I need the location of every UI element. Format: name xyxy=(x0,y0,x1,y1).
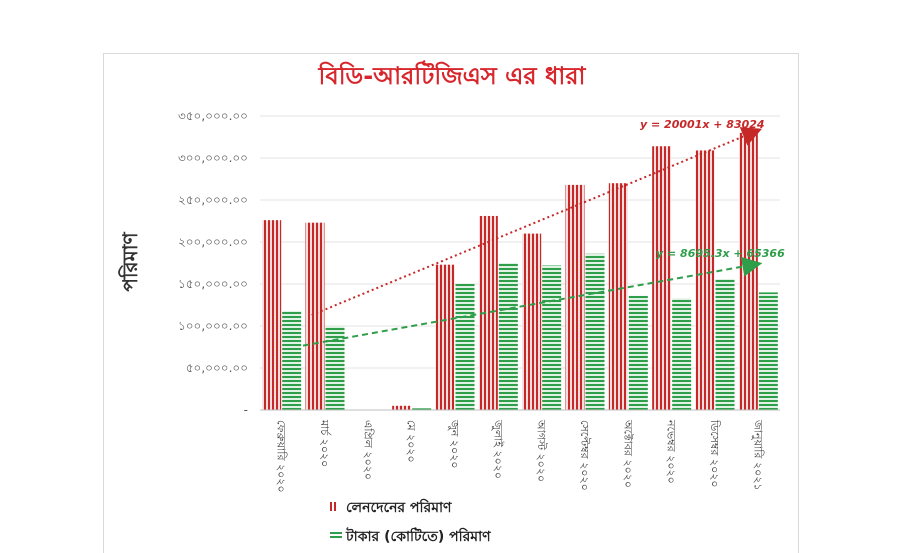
bar-taka xyxy=(715,278,735,410)
bar-taka xyxy=(455,284,475,410)
legend-swatch-red xyxy=(330,502,332,511)
bar-transactions xyxy=(608,183,628,410)
x-tick-label: ফেব্রুয়ারি ২০২০ xyxy=(275,420,288,493)
trend-equation-transactions: y = 20001x + 83024 xyxy=(640,118,765,131)
x-tick-label: মার্চ ২০২০ xyxy=(318,419,331,467)
bar-transactions xyxy=(738,132,758,411)
legend: লেনদেনের পরিমাণ টাকার (কোটিতে) পরিমাণ xyxy=(330,498,491,545)
x-tick-label: আগস্ট ২০২০ xyxy=(535,419,548,482)
bar-taka xyxy=(282,310,302,410)
y-axis-label: পরিমাণ xyxy=(118,231,142,291)
x-tick-label: এপ্রিল ২০২০ xyxy=(361,420,374,480)
bar-transactions xyxy=(435,264,455,410)
y-tick-label: ৩৫০,০০০.০০ xyxy=(178,109,248,123)
trendline-transactions xyxy=(311,127,763,316)
x-tick-label: জানুয়ারি ২০২১ xyxy=(751,419,764,491)
legend-swatch-green-2 xyxy=(330,536,342,538)
bar-taka xyxy=(325,326,345,410)
bar-transactions xyxy=(522,233,542,410)
legend-swatch-green xyxy=(330,532,342,534)
x-tick-label: জুলাই ২০২০ xyxy=(491,419,504,479)
bar-transactions xyxy=(695,150,715,410)
bar-transactions xyxy=(652,146,672,411)
bar-transactions xyxy=(305,222,325,410)
x-tick-label: মে ২০২০ xyxy=(405,420,418,463)
y-tick-label: ১০০,০০০.০০ xyxy=(178,319,248,333)
trendline-taka xyxy=(302,256,763,347)
legend-label-transactions: লেনদেনের পরিমাণ xyxy=(346,498,452,516)
x-tick-label: জুন ২০২০ xyxy=(448,419,461,469)
bar-taka xyxy=(542,265,562,410)
bar-taka xyxy=(498,263,518,410)
bar-taka xyxy=(758,292,778,410)
bar-transactions xyxy=(565,184,585,410)
y-tick-label: ২৫০,০০০.০০ xyxy=(178,193,248,207)
y-tick-label: ২০০,০০০.০০ xyxy=(178,235,248,249)
bar-transactions xyxy=(478,215,498,410)
bar-taka xyxy=(672,298,692,410)
bar-transactions xyxy=(392,405,412,410)
bar-transactions xyxy=(262,220,282,410)
x-tick-label: ডিসেম্বর ২০২০ xyxy=(708,419,721,488)
bar-taka xyxy=(628,295,648,410)
legend-swatch-red-2 xyxy=(334,502,336,511)
bar-taka xyxy=(412,408,432,410)
y-tick-label: - xyxy=(244,403,248,417)
y-tick-label: ৩০০,০০০.০০ xyxy=(178,151,248,165)
x-tick-label: নভেম্বর ২০২০ xyxy=(665,419,678,484)
x-tick-label: সেপ্টেম্বর ২০২০ xyxy=(578,420,591,491)
bar-taka xyxy=(585,253,605,410)
chart-title: বিডি-আরটিজিএস এর ধারা xyxy=(317,60,586,90)
x-tick-label: অক্টোবর ২০২০ xyxy=(621,419,634,488)
legend-label-taka: টাকার (কোটিতে) পরিমাণ xyxy=(345,527,491,545)
trend-equation-taka: y = 8695.3x + 65366 xyxy=(656,247,785,260)
y-tick-label: ১৫০,০০০.০০ xyxy=(178,277,248,291)
y-tick-label: ৫০,০০০.০০ xyxy=(186,361,248,375)
